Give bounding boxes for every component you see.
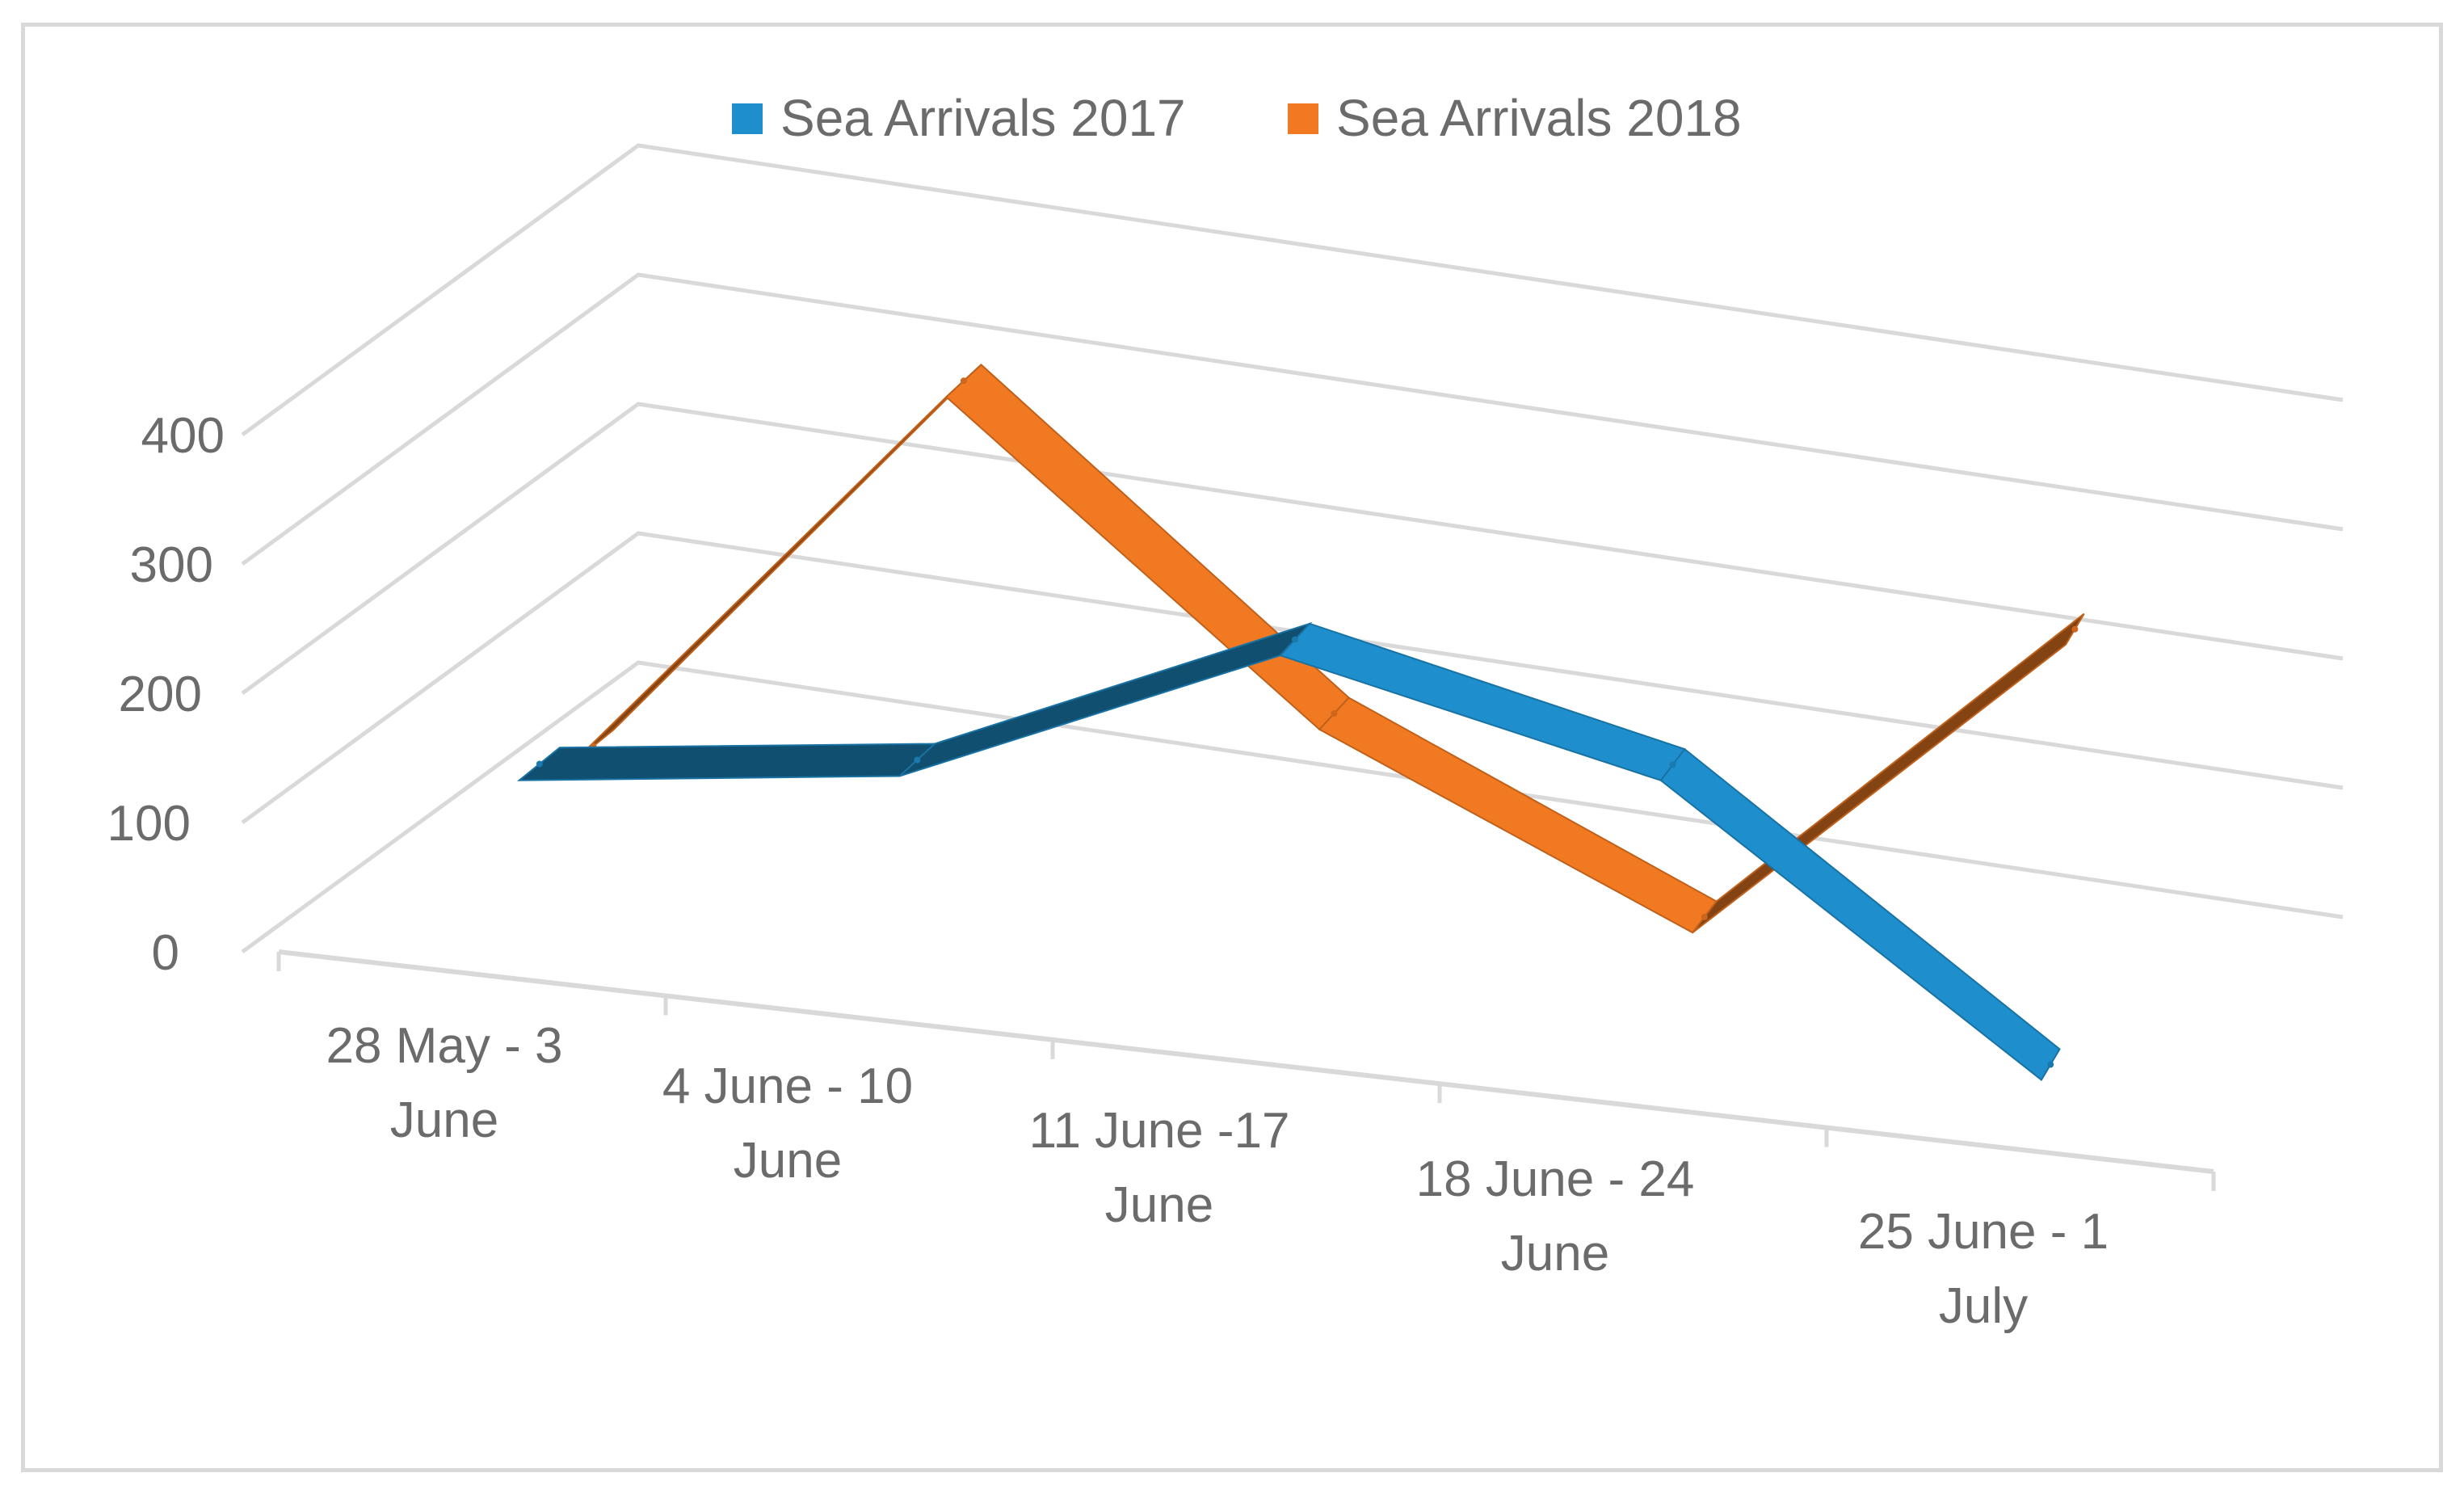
x-axis-line [278, 949, 2214, 1174]
gridline [241, 272, 2344, 566]
data-point [2071, 625, 2079, 633]
line-segment [1692, 612, 2085, 934]
x-tick-label: 4 June - 10 June [662, 1058, 913, 1189]
data-point [960, 377, 967, 385]
data-point [1331, 710, 1338, 718]
data-point [914, 756, 921, 764]
gridline [241, 143, 2344, 437]
data-point [536, 760, 543, 768]
y-tick-label: 0 [152, 925, 179, 981]
series-ribbons [516, 363, 2085, 1082]
y-tick-label: 100 [107, 796, 191, 852]
data-point [1701, 913, 1708, 920]
legend-label-sea-arrivals-2017: Sea Arrivals 2017 [780, 89, 1186, 147]
x-tick-label: 18 June - 24 June [1416, 1151, 1695, 1281]
series-sea-arrivals-2017 [516, 621, 2061, 1082]
line-segment [516, 743, 937, 781]
legend-swatch-sea-arrivals-2017 [732, 103, 763, 134]
y-tick-label: 200 [119, 667, 202, 722]
legend-label-sea-arrivals-2018: Sea Arrivals 2018 [1336, 89, 1742, 147]
y-tick-labels: 0 100 200 300 400 [107, 408, 225, 981]
legend-swatch-sea-arrivals-2018 [1288, 103, 1318, 134]
gridline [241, 531, 2344, 825]
gridlines [241, 143, 2344, 954]
data-point [2047, 1061, 2054, 1068]
x-axis [276, 949, 2216, 1191]
legend: Sea Arrivals 2017 Sea Arrivals 2018 [732, 89, 1742, 147]
data-point [1292, 636, 1298, 643]
chart-frame [21, 23, 2443, 1472]
x-tick-label: 25 June - 1 July [1858, 1204, 2109, 1334]
x-tick-labels: 28 May - 3 June 4 June - 10 June 11 June -17… [326, 1018, 2109, 1334]
line-segment [1659, 747, 2061, 1082]
y-tick-label: 300 [130, 537, 213, 593]
gridline [241, 402, 2344, 696]
x-tick-label: 28 May - 3 June [326, 1018, 563, 1148]
x-tick-label: 11 June -17 June [1029, 1103, 1290, 1233]
line-segment [944, 363, 1350, 731]
data-point [1669, 761, 1676, 768]
y-tick-label: 400 [141, 408, 225, 464]
